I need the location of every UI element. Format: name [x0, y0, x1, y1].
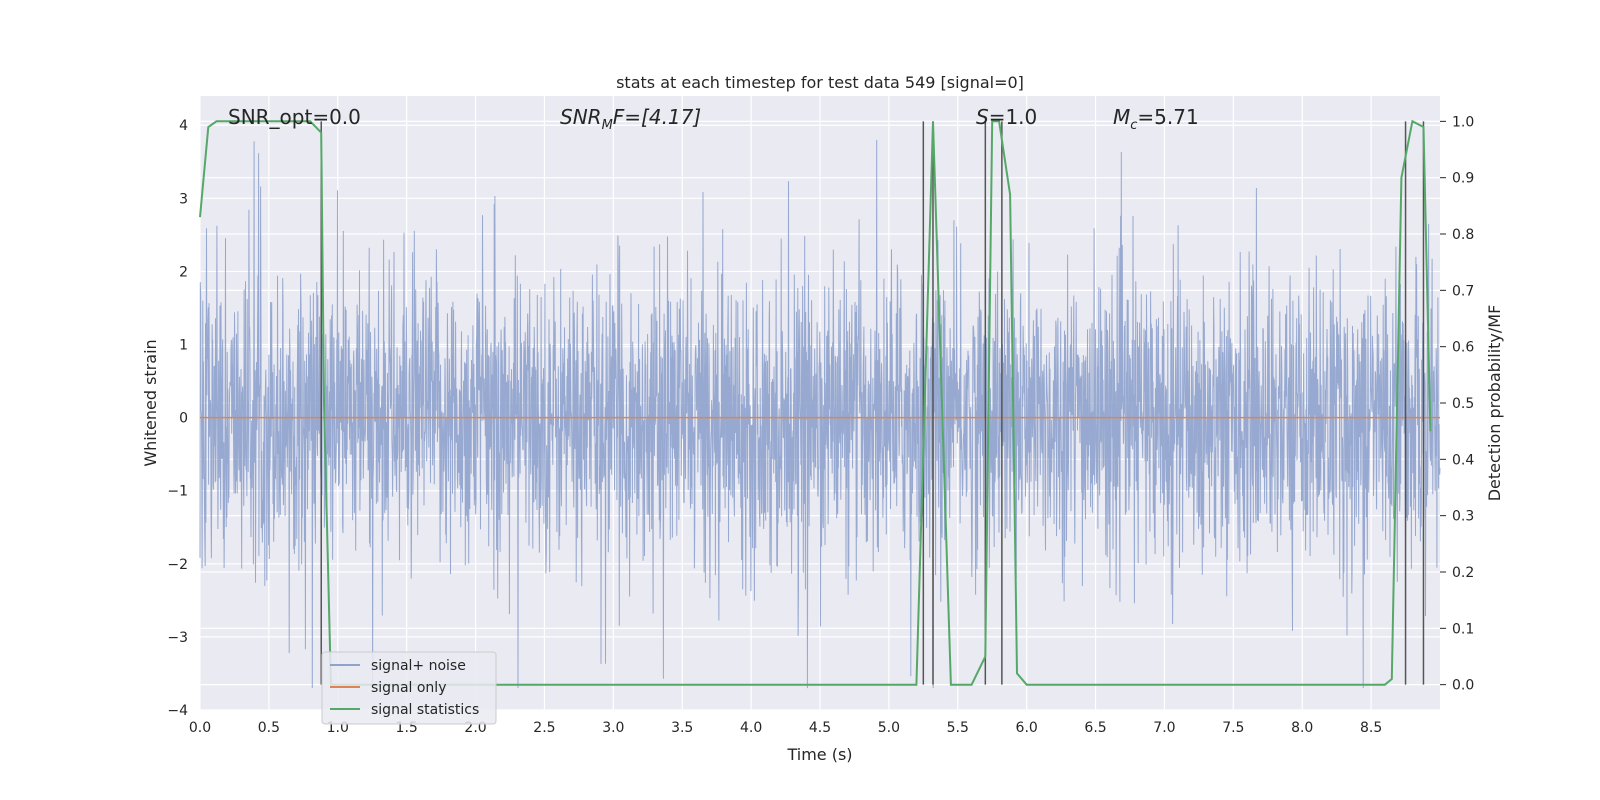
y-tick-label: −4: [167, 703, 188, 719]
y2-axis-label: Detection probability/MF: [1485, 305, 1504, 502]
y-tick-label: 2: [179, 264, 188, 280]
signal-plus-noise-line: [199, 139, 1441, 689]
x-tick-label: 0.5: [258, 720, 280, 736]
y-tick-label: 0: [179, 411, 188, 427]
x-axis-label: Time (s): [786, 745, 852, 764]
y2-tick-label: 0.7: [1452, 283, 1474, 299]
y-tick-label: −2: [167, 557, 188, 573]
x-tick-label: 5.5: [947, 720, 969, 736]
y-tick-label: −1: [167, 484, 188, 500]
x-tick-label: 8.5: [1360, 720, 1382, 736]
series-signal-statistics: [199, 119, 1432, 686]
annotation-mc: Mc=5.71: [1113, 105, 1199, 133]
y-tick-label: 3: [179, 191, 188, 207]
y2-tick-label: 0.1: [1452, 621, 1474, 637]
y2-tick-label: 0.6: [1452, 340, 1474, 356]
x-tick-label: 3.0: [602, 720, 624, 736]
y2-tick-labels: 0.0 0.1 0.2 0.3 0.4 0.5 0.6 0.7 0.8 0.9 1.0: [1440, 114, 1474, 694]
y2-tick-label: 0.9: [1452, 171, 1474, 187]
y2-tick-label: 0.8: [1452, 227, 1474, 243]
x-tick-label: 2.5: [533, 720, 555, 736]
x-tick-label: 3.5: [671, 720, 693, 736]
y2-tick-label: 1.0: [1452, 114, 1474, 130]
y-tick-labels: −4 −3 −2 −1 0 1 2 3 4: [167, 118, 188, 719]
annotation-s: S=1.0: [976, 105, 1037, 129]
signal-statistics-line: [199, 119, 1432, 686]
legend-box: [321, 651, 497, 725]
y-tick-label: 1: [179, 338, 188, 354]
y2-tick-label: 0.0: [1452, 678, 1474, 694]
y2-tick-label: 0.3: [1452, 509, 1474, 525]
annotation-snr-mf: SNRMF=[4.17]: [560, 105, 701, 133]
y2-tick-label: 0.4: [1452, 452, 1474, 468]
legend-label-signal-only: signal only: [371, 680, 446, 696]
x-tick-label: 6.0: [1016, 720, 1038, 736]
y2-tick-label: 0.5: [1452, 396, 1474, 412]
x-tick-label: 0.0: [189, 720, 211, 736]
y2-tick-label: 0.2: [1452, 565, 1474, 581]
x-tick-label: 5.0: [878, 720, 900, 736]
y-tick-label: −3: [167, 630, 188, 646]
legend: signal+ noise signal only signal statist…: [321, 651, 497, 725]
legend-label-signal-statistics: signal statistics: [371, 702, 479, 718]
legend-label-signal-plus-noise: signal+ noise: [371, 658, 466, 674]
y-axis-label: Whitened strain: [141, 339, 160, 466]
series-signal-plus-noise: [199, 139, 1441, 689]
annotation-snr-opt: SNR_opt=0.0: [228, 105, 361, 129]
x-tick-labels: 0.0 0.5 1.0 1.5 2.0 2.5 3.0 3.5 4.0 4.5 5.0 5.5 6.0 6…: [189, 720, 1382, 736]
x-tick-label: 4.5: [809, 720, 831, 736]
y-tick-label: 4: [179, 118, 188, 134]
x-tick-label: 6.5: [1084, 720, 1106, 736]
x-tick-label: 4.0: [740, 720, 762, 736]
x-tick-label: 8.0: [1291, 720, 1313, 736]
x-tick-label: 7.0: [1153, 720, 1175, 736]
x-tick-label: 7.5: [1222, 720, 1244, 736]
chart-title: stats at each timestep for test data 549…: [616, 73, 1024, 92]
